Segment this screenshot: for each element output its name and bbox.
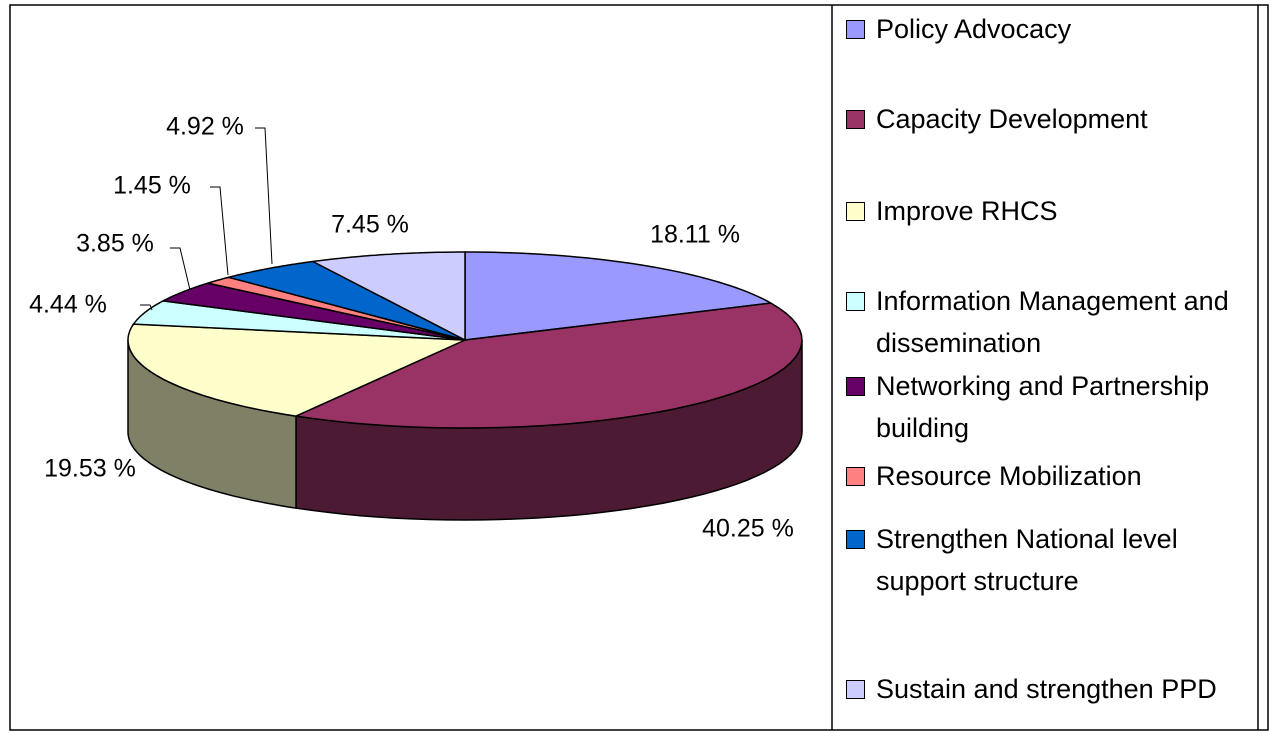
legend-swatch <box>846 680 865 699</box>
legend-item: Information Management and dissemination <box>846 280 1246 364</box>
legend-label: Strengthen National level support struct… <box>876 524 1178 596</box>
legend-item: Improve RHCS <box>846 190 1246 232</box>
leader-line <box>255 127 273 265</box>
data-label: 18.11 % <box>650 221 740 249</box>
legend-swatch <box>846 292 865 311</box>
legend-item: Networking and Partnership building <box>846 365 1246 449</box>
legend-item: Resource Mobilization <box>846 455 1246 497</box>
slice <box>310 251 466 342</box>
slice <box>464 251 774 341</box>
legend-label: Policy Advocacy <box>876 14 1072 44</box>
slice <box>160 282 466 341</box>
legend-label: Improve RHCS <box>876 196 1058 226</box>
legend-item: Strengthen National level support struct… <box>846 518 1246 602</box>
legend-swatch <box>846 377 865 396</box>
data-label: 3.85 % <box>76 230 154 258</box>
legend-label: Sustain and strengthen PPD <box>876 674 1217 704</box>
legend-swatch <box>846 467 865 486</box>
slice <box>127 323 466 417</box>
data-label: 7.45 % <box>331 211 409 239</box>
slice <box>293 302 803 429</box>
slice <box>207 276 466 341</box>
legend-swatch <box>846 110 865 129</box>
legend-swatch <box>846 20 865 39</box>
legend-item: Capacity Development <box>846 98 1246 140</box>
slice <box>131 300 466 341</box>
leader-line <box>210 186 229 276</box>
data-label: 4.92 % <box>166 113 244 141</box>
legend-label: Information Management and dissemination <box>876 286 1229 358</box>
data-label: 40.25 % <box>702 515 794 543</box>
slice <box>225 260 466 341</box>
data-label: 4.44 % <box>29 291 107 319</box>
data-label: 19.53 % <box>44 455 136 483</box>
legend-swatch <box>846 530 865 549</box>
legend-label: Capacity Development <box>876 104 1148 134</box>
legend-label: Resource Mobilization <box>876 461 1142 491</box>
legend-swatch <box>846 202 865 221</box>
legend-label: Networking and Partnership building <box>876 371 1210 443</box>
data-label: 1.45 % <box>113 172 191 200</box>
leader-line <box>170 247 191 291</box>
legend-item: Sustain and strengthen PPD <box>846 668 1246 710</box>
frame <box>9 4 1269 731</box>
leader-line <box>140 304 153 311</box>
legend-item: Policy Advocacy <box>846 8 1246 50</box>
